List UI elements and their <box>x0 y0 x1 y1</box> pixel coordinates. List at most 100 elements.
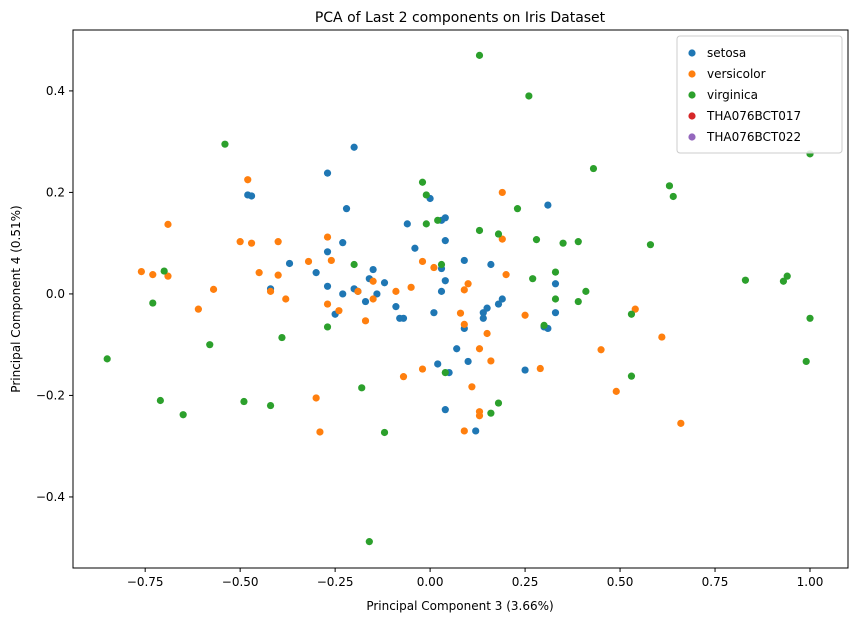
point-setosa-35 <box>453 345 461 353</box>
point-versicolor-29 <box>418 365 427 373</box>
point-virginica-28 <box>529 275 537 283</box>
point-virginica-26 <box>513 205 522 213</box>
x-tick-label: 0.25 <box>512 575 539 589</box>
point-versicolor-47 <box>597 346 605 354</box>
x-tick-label: 0.00 <box>417 575 444 589</box>
point-setosa-36 <box>460 256 468 265</box>
y-tick-label: −0.4 <box>36 490 65 504</box>
point-setosa-2 <box>323 169 332 177</box>
point-virginica-42 <box>669 192 677 201</box>
point-versicolor-46 <box>536 364 544 373</box>
point-versicolor-13 <box>282 295 290 303</box>
point-versicolor-39 <box>475 345 484 353</box>
point-virginica-3 <box>160 267 168 275</box>
y-tick-label: 0.0 <box>46 287 65 301</box>
point-setosa-1 <box>247 192 256 200</box>
point-virginica-30 <box>540 321 548 329</box>
point-versicolor-44 <box>502 271 510 279</box>
chart-title: PCA of Last 2 components on Iris Dataset <box>315 10 606 26</box>
point-versicolor-25 <box>392 287 400 295</box>
point-virginica-11 <box>350 260 358 269</box>
point-virginica-33 <box>559 239 567 247</box>
point-virginica-14 <box>380 428 389 437</box>
y-axis-label: Principal Component 4 (0.51%) <box>9 205 23 392</box>
point-versicolor-45 <box>521 311 529 319</box>
point-versicolor-9 <box>255 269 263 277</box>
point-versicolor-0 <box>137 267 145 276</box>
point-virginica-44 <box>779 277 788 285</box>
point-setosa-51 <box>551 280 560 288</box>
legend-marker-versicolor <box>688 70 696 78</box>
point-versicolor-1 <box>149 271 157 279</box>
point-virginica-25 <box>494 399 503 407</box>
point-versicolor-30 <box>430 263 438 272</box>
point-versicolor-14 <box>304 257 313 266</box>
point-virginica-17 <box>422 220 430 228</box>
point-versicolor-26 <box>399 373 408 381</box>
point-versicolor-5 <box>209 285 218 293</box>
legend-label-versicolor: versicolor <box>707 67 766 81</box>
x-axis: −0.75 −0.50 −0.25 0.00 0.25 0.50 0.75 1.00 <box>127 568 824 589</box>
point-versicolor-32 <box>460 286 468 294</box>
point-virginica-4 <box>179 411 187 419</box>
point-versicolor-12 <box>274 271 282 279</box>
point-setosa-18 <box>380 279 389 287</box>
legend-marker-tha076bct017 <box>688 112 696 120</box>
legend-label-tha076bct017: THA076BCT017 <box>706 109 801 123</box>
point-versicolor-41 <box>487 357 495 365</box>
point-virginica-8 <box>266 401 275 410</box>
point-setosa-22 <box>399 314 408 322</box>
point-versicolor-36 <box>468 383 476 391</box>
point-versicolor-23 <box>369 277 377 285</box>
point-virginica-15 <box>418 178 427 186</box>
point-versicolor-8 <box>247 239 256 247</box>
point-versicolor-6 <box>236 238 244 246</box>
point-setosa-12 <box>339 290 347 298</box>
point-setosa-46 <box>498 295 506 303</box>
x-tick-label: 0.75 <box>702 575 729 589</box>
point-virginica-46 <box>802 357 810 366</box>
point-virginica-2 <box>156 396 164 405</box>
point-setosa-52 <box>551 309 560 317</box>
point-versicolor-19 <box>323 300 332 308</box>
point-virginica-35 <box>574 297 582 306</box>
point-versicolor-48 <box>612 387 620 395</box>
point-virginica-36 <box>582 287 590 295</box>
legend-label-virginica: virginica <box>707 88 758 102</box>
point-setosa-16 <box>369 265 377 274</box>
point-versicolor-27 <box>407 283 415 291</box>
point-versicolor-11 <box>274 238 282 246</box>
point-virginica-13 <box>365 538 373 546</box>
plot-frame <box>72 29 849 569</box>
point-virginica-23 <box>487 409 495 417</box>
point-virginica-20 <box>441 368 449 377</box>
points-layer <box>103 51 814 546</box>
legend-marker-tha076bct022 <box>688 133 696 141</box>
x-tick-label: 0.50 <box>607 575 634 589</box>
legend: setosa versicolor virginica THA076BCT017 THA… <box>676 35 843 154</box>
legend-label-tha076bct022: THA076BCT022 <box>706 130 801 144</box>
x-tick-label: 1.00 <box>797 575 824 589</box>
point-virginica-10 <box>323 323 332 331</box>
point-virginica-31 <box>551 268 560 276</box>
point-setosa-43 <box>483 304 491 312</box>
point-setosa-23 <box>403 220 411 228</box>
point-versicolor-3 <box>164 272 172 280</box>
point-virginica-32 <box>551 295 560 303</box>
x-axis-label: Principal Component 3 (3.66%) <box>366 599 553 613</box>
y-tick-label: −0.2 <box>36 388 65 402</box>
point-virginica-0 <box>103 355 111 363</box>
point-virginica-7 <box>240 397 248 406</box>
point-setosa-28 <box>441 237 449 245</box>
point-setosa-19 <box>373 290 381 298</box>
point-versicolor-7 <box>244 176 252 184</box>
point-virginica-24 <box>494 230 503 238</box>
point-setosa-3 <box>350 143 358 151</box>
point-versicolor-15 <box>312 394 320 402</box>
point-versicolor-28 <box>418 257 427 266</box>
point-setosa-45 <box>494 300 503 308</box>
point-virginica-45 <box>783 272 791 280</box>
point-virginica-37 <box>589 164 598 173</box>
point-versicolor-43 <box>498 235 506 243</box>
